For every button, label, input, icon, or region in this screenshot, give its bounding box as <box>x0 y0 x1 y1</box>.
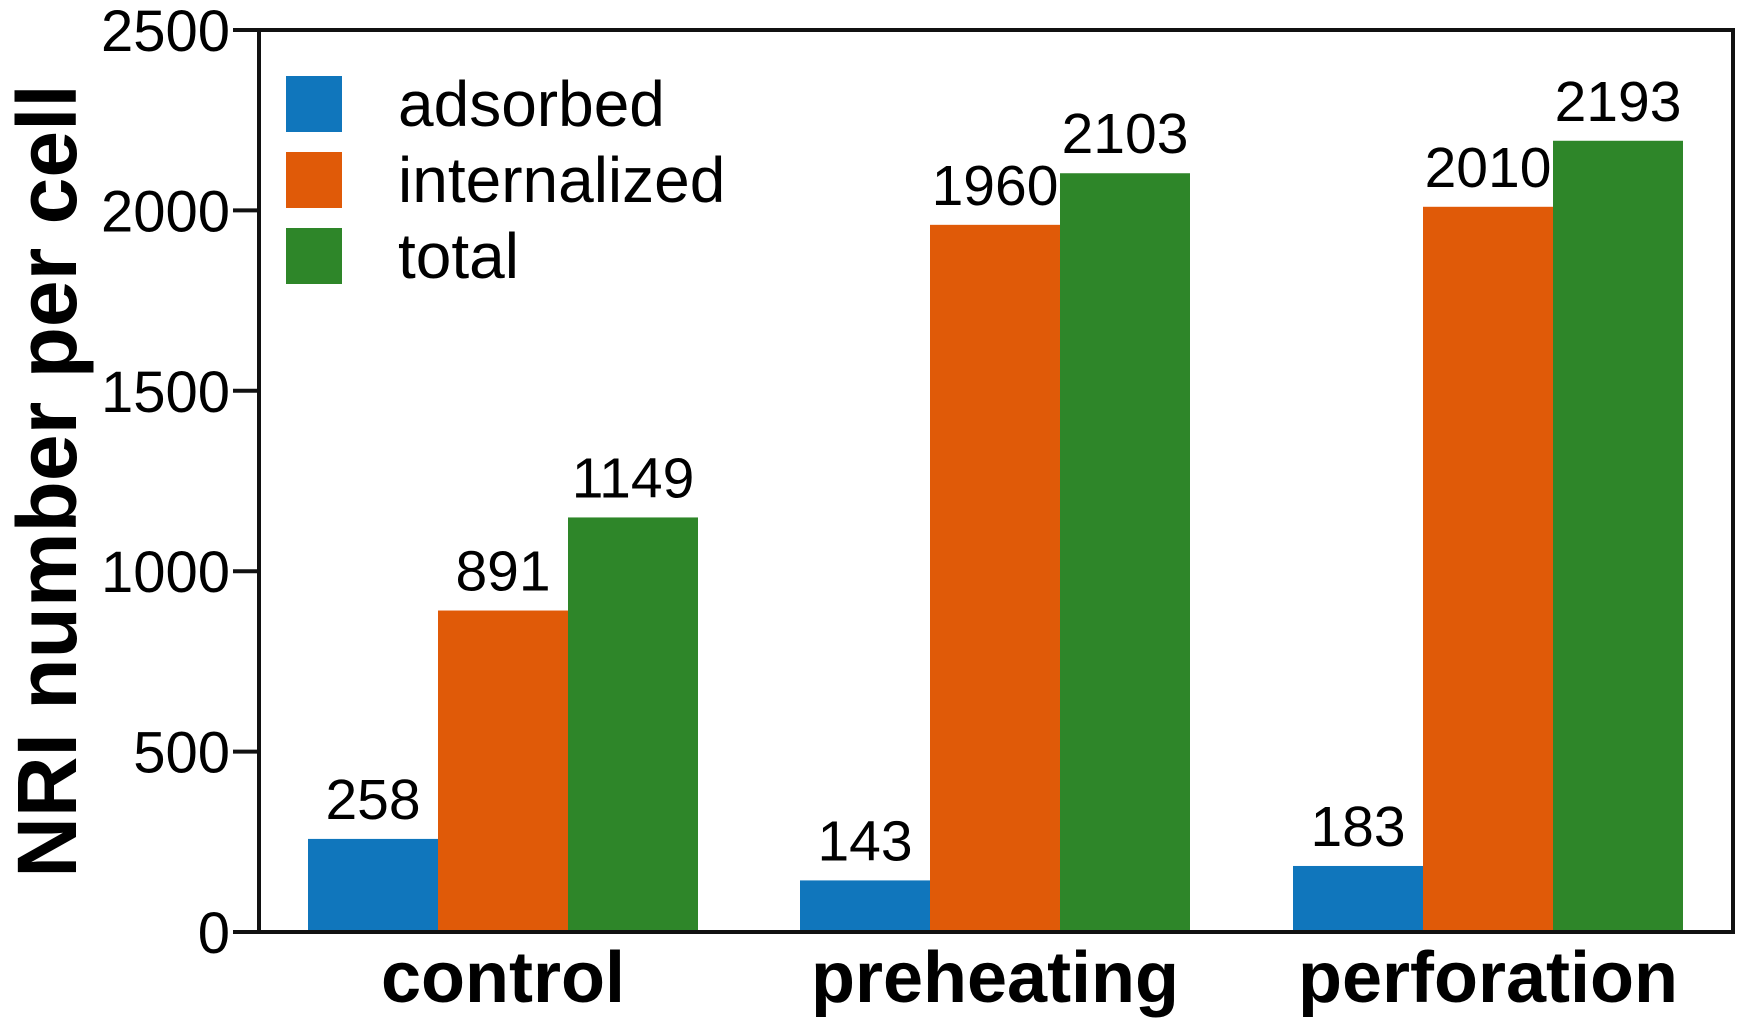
bars-group <box>308 140 1683 933</box>
y-tick-label: 2000 <box>101 179 230 244</box>
y-tick-label: 1500 <box>101 360 230 425</box>
bar-adsorbed-perforation <box>1293 865 1423 932</box>
bar-total-perforation <box>1553 140 1683 932</box>
bar-value-label: 891 <box>455 540 550 604</box>
bar-value-label: 183 <box>1310 795 1405 859</box>
legend-swatch-total <box>286 228 342 284</box>
bar-value-label: 1960 <box>932 154 1059 218</box>
bar-internalized-preheating <box>930 224 1060 932</box>
bar-value-label: 2103 <box>1062 102 1189 166</box>
bar-total-preheating <box>1060 173 1190 932</box>
bar-value-label: 2193 <box>1555 70 1682 134</box>
y-tick-label: 500 <box>133 721 230 786</box>
legend-label-total: total <box>398 220 519 292</box>
bar-adsorbed-preheating <box>800 880 930 932</box>
bar-value-label: 258 <box>325 768 420 832</box>
x-category-label-perforation: perforation <box>1298 938 1678 1018</box>
bar-value-label: 1149 <box>572 446 695 510</box>
bar-internalized-perforation <box>1423 206 1553 933</box>
x-axis-labels: control preheating perforation <box>381 938 1678 1018</box>
bar-adsorbed-control <box>308 838 438 932</box>
x-category-label-preheating: preheating <box>811 938 1179 1018</box>
x-category-label-control: control <box>381 938 625 1018</box>
bar-value-label: 2010 <box>1425 136 1552 200</box>
legend-label-adsorbed: adsorbed <box>398 68 665 140</box>
y-tick-label: 0 <box>198 901 230 966</box>
y-axis: 0 500 1000 1500 2000 2500 <box>101 0 259 966</box>
plot-frame <box>257 28 1735 934</box>
bar-total-control <box>568 517 698 932</box>
bar-value-label: 143 <box>817 809 912 873</box>
bar-internalized-control <box>438 610 568 932</box>
y-tick-label: 1000 <box>101 540 230 605</box>
y-tick-label: 2500 <box>101 0 230 64</box>
legend-swatch-adsorbed <box>286 76 342 132</box>
legend-swatch-internalized <box>286 152 342 208</box>
legend-label-internalized: internalized <box>398 144 725 216</box>
bar-value-labels: 258 143 183 891 1960 2010 1149 2103 2193 <box>325 70 1681 874</box>
y-axis-title: NRI number per cell <box>0 84 94 878</box>
